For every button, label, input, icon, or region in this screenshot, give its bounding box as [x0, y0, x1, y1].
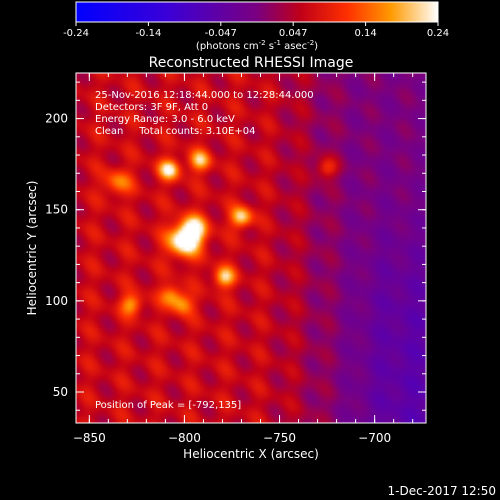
- colorbar-tick-label: 0.24: [427, 28, 449, 39]
- annotation-energy: Energy Range: 3.0 - 6.0 keV: [95, 114, 235, 125]
- y-tick-label: 100: [45, 294, 68, 308]
- colorbar: [75, 1, 439, 23]
- footer-timestamp: 1-Dec-2017 12:50: [388, 484, 496, 498]
- colorbar-tick-label: 0.047: [279, 28, 308, 39]
- info-annotations: 25-Nov-2016 12:18:44.000 to 12:28:44.000…: [95, 90, 314, 137]
- colorbar-tick-label: 0.14: [354, 28, 376, 39]
- peak-position-label: Position of Peak = [-792,135]: [95, 400, 241, 411]
- colorbar-unit-label: (photons cm-2 s-1 asec-2): [196, 39, 318, 52]
- annotation-detectors: Detectors: 3F 9F, Att 0: [95, 102, 208, 113]
- chart-title: Reconstructed RHESSI Image: [149, 55, 354, 71]
- x-tick-label: −750: [263, 431, 296, 445]
- y-tick-label: 200: [45, 112, 68, 126]
- y-tick-label: 150: [45, 203, 68, 217]
- colorbar-tick-label: -0.047: [205, 28, 237, 39]
- annotation-time: 25-Nov-2016 12:18:44.000 to 12:28:44.000: [95, 90, 314, 101]
- x-axis: −850 −800 −750 −700: [73, 73, 414, 445]
- heatmap-image: [76, 73, 426, 423]
- colorbar-tick-label: -0.24: [63, 28, 89, 39]
- y-tick-label: 50: [53, 385, 68, 399]
- y-axis-title: Heliocentric Y (arcsec): [25, 181, 39, 316]
- colorbar-ticks: -0.24 -0.14 -0.047 0.047 0.14 0.24: [63, 22, 449, 39]
- y-axis: 50 100 150 200: [45, 81, 426, 411]
- x-tick-label: −800: [168, 431, 201, 445]
- x-tick-label: −850: [73, 431, 106, 445]
- x-tick-label: −700: [358, 431, 391, 445]
- annotation-clean: Clean Total counts: 3.10E+04: [95, 126, 255, 137]
- x-axis-title: Heliocentric X (arcsec): [183, 447, 319, 461]
- plot-frame: [75, 72, 427, 424]
- colorbar-tick-label: -0.14: [135, 28, 161, 39]
